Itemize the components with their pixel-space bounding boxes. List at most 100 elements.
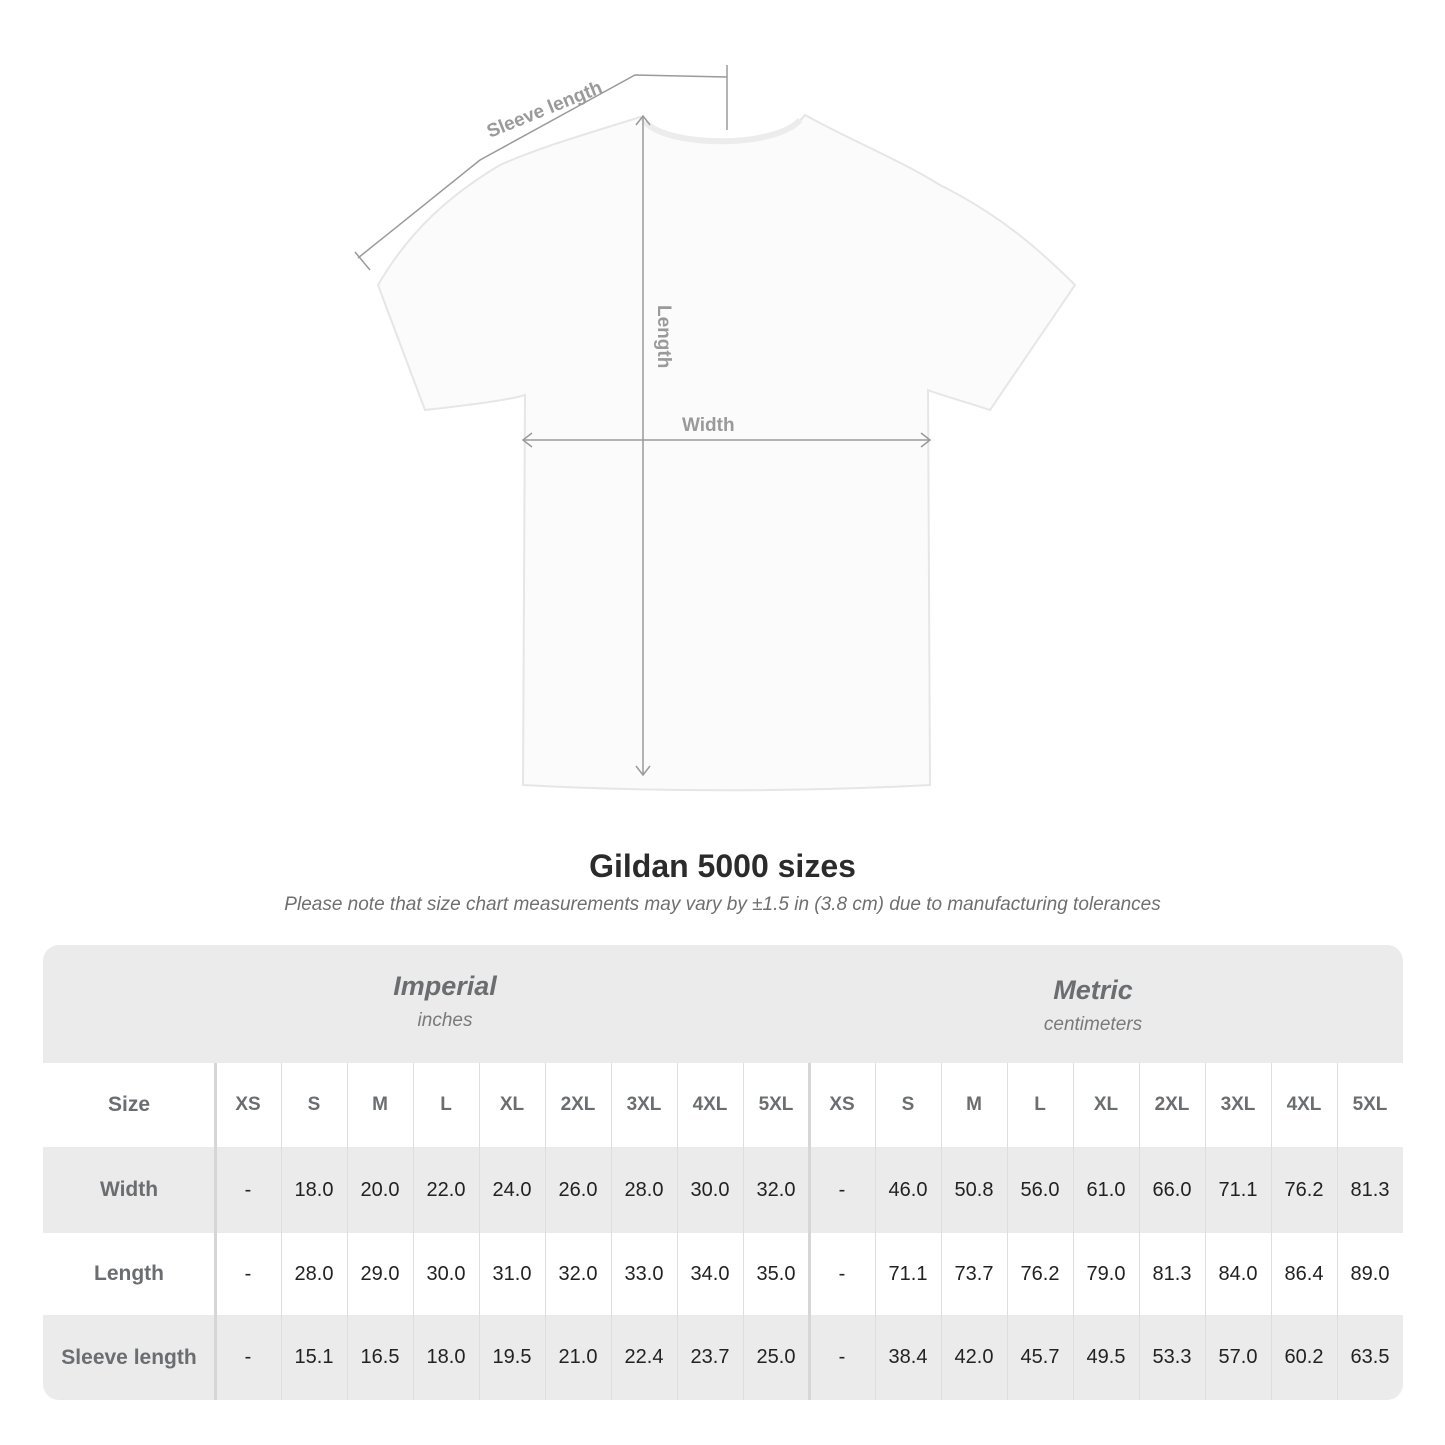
size-header: 2XL (1154, 1094, 1190, 1115)
metric-value: 50.8 (954, 1178, 994, 1201)
imperial-title: Imperial (393, 971, 497, 1001)
imperial-header: Imperial inches (245, 971, 645, 1032)
imperial-value: 18.0 (294, 1178, 334, 1201)
size-header: 5XL (758, 1094, 794, 1115)
size-label: Size (107, 1093, 151, 1116)
metric-value: 89.0 (1350, 1262, 1390, 1285)
size-header: 5XL (1352, 1094, 1388, 1115)
size-header: 3XL (1220, 1094, 1256, 1115)
imperial-value: 16.5 (360, 1346, 400, 1368)
metric-value: 84.0 (1218, 1262, 1258, 1285)
column-divider (1337, 1063, 1338, 1400)
metric-value: 57.0 (1218, 1346, 1258, 1368)
size-header: XL (499, 1094, 525, 1115)
length-label: Length (653, 305, 674, 368)
imperial-value: 28.0 (294, 1262, 334, 1285)
tshirt-image (376, 113, 1077, 792)
imperial-value: 25.0 (756, 1346, 796, 1368)
imperial-value: 21.0 (558, 1346, 598, 1368)
size-header: M (966, 1094, 982, 1115)
column-divider (875, 1063, 876, 1400)
imperial-value: 15.1 (294, 1346, 334, 1368)
column-divider (214, 1063, 217, 1400)
width-label: Width (682, 415, 735, 436)
column-divider (545, 1063, 546, 1400)
imperial-value: 31.0 (492, 1262, 532, 1285)
imperial-value: 24.0 (492, 1178, 532, 1201)
column-divider (611, 1063, 612, 1400)
imperial-value: 30.0 (690, 1178, 730, 1201)
metric-value: 45.7 (1020, 1346, 1060, 1368)
imperial-value: 32.0 (558, 1262, 598, 1285)
size-header: L (440, 1094, 452, 1115)
column-divider (1007, 1063, 1008, 1400)
size-header: 4XL (1286, 1094, 1322, 1115)
metric-value: 81.3 (1152, 1262, 1192, 1285)
metric-unit: centimeters (1043, 1014, 1143, 1035)
metric-value: 66.0 (1152, 1178, 1192, 1201)
metric-value: 49.5 (1086, 1346, 1126, 1368)
metric-value: 56.0 (1020, 1178, 1060, 1201)
imperial-value: 28.0 (624, 1178, 664, 1201)
metric-value: 71.1 (1218, 1178, 1258, 1201)
imperial-value: 35.0 (756, 1262, 796, 1285)
imperial-value: 18.0 (426, 1346, 466, 1368)
imperial-value: 29.0 (360, 1262, 400, 1285)
imperial-value: 33.0 (624, 1262, 664, 1285)
size-header: 4XL (692, 1094, 728, 1115)
metric-title: Metric (1053, 975, 1133, 1005)
metric-value: 76.2 (1284, 1178, 1324, 1201)
imperial-value: - (244, 1262, 252, 1285)
metric-value: 76.2 (1020, 1262, 1060, 1285)
row-band (43, 1147, 1403, 1233)
column-divider (347, 1063, 348, 1400)
metric-value: 42.0 (954, 1346, 994, 1368)
imperial-value: 34.0 (690, 1262, 730, 1285)
imperial-value: 30.0 (426, 1262, 466, 1285)
metric-value: 63.5 (1350, 1346, 1390, 1368)
metric-value: 38.4 (888, 1346, 928, 1368)
imperial-value: - (244, 1178, 252, 1201)
metric-value: 46.0 (888, 1178, 928, 1201)
metric-value: - (838, 1346, 846, 1368)
column-divider (281, 1063, 282, 1400)
imperial-value: 22.0 (426, 1178, 466, 1201)
column-divider (677, 1063, 678, 1400)
imperial-value: 26.0 (558, 1178, 598, 1201)
metric-value: 79.0 (1086, 1262, 1126, 1285)
sleeve-length-arrow (357, 74, 728, 259)
metric-header: Metric centimeters (893, 975, 1293, 1036)
column-divider (413, 1063, 414, 1400)
tshirt-diagram: Sleeve length Length Width (354, 65, 1077, 792)
metric-value: 53.3 (1152, 1346, 1192, 1368)
metric-value: 81.3 (1350, 1178, 1390, 1201)
size-header: 2XL (560, 1094, 596, 1115)
size-header: XS (235, 1094, 261, 1115)
header-band (43, 945, 1403, 1063)
metric-value: 60.2 (1284, 1346, 1324, 1368)
metric-value: 61.0 (1086, 1178, 1126, 1201)
imperial-value: 19.5 (492, 1346, 532, 1368)
column-divider (1205, 1063, 1206, 1400)
imperial-unit: inches (417, 1010, 473, 1031)
imperial-value: 23.7 (690, 1346, 730, 1368)
metric-value: 86.4 (1284, 1262, 1324, 1285)
metric-value: - (838, 1262, 846, 1285)
page-title: Gildan 5000 sizes (589, 848, 856, 884)
imperial-value: 20.0 (360, 1178, 400, 1201)
size-header: M (372, 1094, 388, 1115)
size-header: L (1034, 1094, 1046, 1115)
size-header: 3XL (626, 1094, 662, 1115)
metric-value: 73.7 (954, 1262, 994, 1285)
tolerance-note: Please note that size chart measurements… (284, 894, 1161, 915)
size-table: Imperial inches Metric centimeters Size … (43, 945, 1403, 1400)
column-divider (479, 1063, 480, 1400)
metric-value: 71.1 (888, 1262, 928, 1285)
row-label: Length (94, 1262, 164, 1285)
column-divider (1271, 1063, 1272, 1400)
size-header: S (307, 1094, 321, 1115)
imperial-value: 22.4 (624, 1346, 664, 1368)
imperial-value: 32.0 (756, 1178, 796, 1201)
column-divider (941, 1063, 942, 1400)
column-divider (1139, 1063, 1140, 1400)
